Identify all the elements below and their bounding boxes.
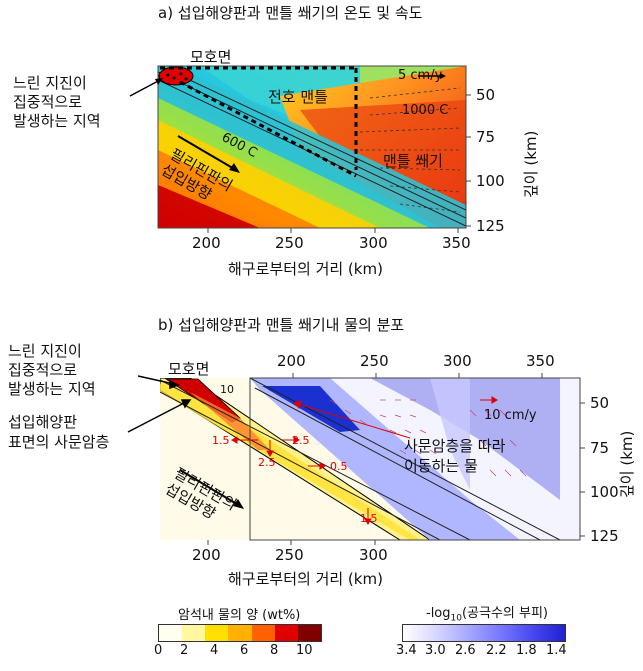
a-xtick: 200 — [192, 234, 221, 252]
mantle-wedge-label: 맨틀 쐐기 — [383, 152, 443, 170]
slow-eq-label-b: 느린 지진이 집중적으로 발생하는 지역 — [8, 342, 96, 398]
a-xlabel: 해구로부터의 거리 (km) — [228, 260, 383, 278]
porosity-colorbar — [402, 624, 566, 642]
contour-10-label: 10 — [220, 383, 234, 396]
water-colorbar — [158, 624, 322, 642]
porosity-tick: 2.2 — [486, 643, 507, 658]
b-ytick: 100 — [590, 483, 619, 501]
flux-label: 2.5 — [258, 456, 276, 469]
water-tick: 6 — [240, 643, 249, 658]
panel-a-plot — [129, 65, 471, 233]
a-xtick: 250 — [275, 234, 304, 252]
velocity-scale-b: 10 cm/y — [484, 408, 537, 423]
b-xtick-bottom: 250 — [275, 546, 304, 564]
water-tick: 4 — [210, 643, 219, 658]
panel-b-right-frame — [249, 377, 581, 541]
b-xtick-top: 200 — [277, 352, 306, 370]
b-xtick-top: 350 — [526, 352, 555, 370]
a-xtick: 350 — [442, 234, 471, 252]
water-legend-title: 암석내 물의 양 (wt%) — [178, 608, 301, 623]
porosity-tick: 2.6 — [455, 643, 476, 658]
slab-direction-arrow-a — [177, 135, 237, 171]
panel-b-plot — [127, 373, 585, 545]
a-ytick: 50 — [476, 86, 496, 104]
water-migration-label: 사문암층을 따라 이동하는 물 — [404, 437, 506, 475]
porosity-tick: 3.0 — [425, 643, 446, 658]
moho-label-a: 모호면 — [190, 48, 232, 66]
slow-eq-label-a: 느린 지진이 집중적으로 발생하는 지역 — [13, 74, 101, 130]
slab-band — [158, 66, 466, 228]
b-ylabel: 깊이 (km) — [618, 430, 636, 498]
slow-earthquake-zone-a — [158, 66, 194, 86]
b-xtick-top: 250 — [360, 352, 389, 370]
water-tick: 10 — [296, 643, 313, 658]
a-ytick: 75 — [476, 128, 496, 146]
porosity-legend-title: -log10(공극수의 부피) — [426, 606, 549, 624]
a-ytick: 125 — [476, 217, 505, 235]
porosity-tick: 1.8 — [516, 643, 537, 658]
b-xtick-bottom: 200 — [192, 546, 221, 564]
panel-b-title: b) 섭입해양판과 맨틀 쐐기내 물의 분포 — [158, 316, 405, 334]
flux-label: 1.5 — [360, 512, 378, 525]
flux-label: 2.5 — [292, 434, 310, 447]
water-tick: 0 — [154, 643, 163, 658]
porosity-tick: 1.4 — [546, 643, 567, 658]
porosity-tick: 3.4 — [396, 643, 417, 658]
flux-label: 1.5 — [212, 434, 230, 447]
velocity-scale-a: 5 cm/y — [398, 68, 443, 83]
b-ytick: 75 — [590, 439, 610, 457]
serpentinite-surface-label: 섭입해양판 표면의 사문암층 — [8, 413, 110, 451]
b-xtick-bottom: 300 — [359, 546, 388, 564]
a-ylabel: 깊이 (km) — [522, 130, 540, 198]
a-ytick: 100 — [476, 172, 505, 190]
b-xtick-top: 300 — [443, 352, 472, 370]
moho-label-b: 모호면 — [168, 360, 210, 378]
isotherm-1000: 1000 C — [402, 103, 449, 118]
b-ytick: 125 — [590, 527, 619, 545]
water-tick: 2 — [180, 643, 189, 658]
a-xtick: 300 — [359, 234, 388, 252]
b-xlabel: 해구로부터의 거리 (km) — [228, 570, 383, 588]
panel-a-title: a) 섭입해양판과 맨틀 쐐기의 온도 및 속도 — [158, 4, 423, 22]
b-ytick: 50 — [590, 394, 610, 412]
forearc-mantle-label: 전호 맨틀 — [268, 88, 328, 106]
water-tick: 8 — [270, 643, 279, 658]
flux-label: 0.5 — [330, 460, 348, 473]
